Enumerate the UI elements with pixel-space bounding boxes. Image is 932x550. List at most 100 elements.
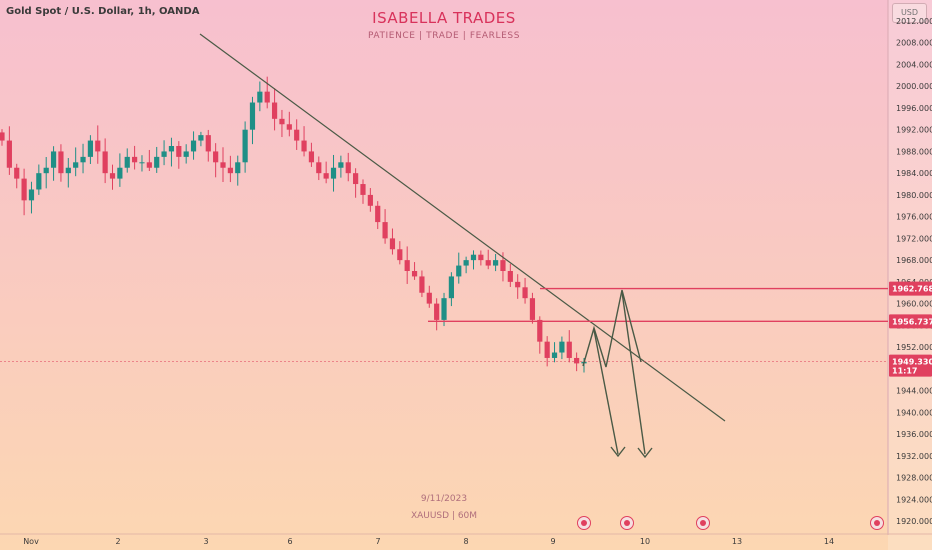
candle-body [249,102,256,130]
candle-body [301,140,307,152]
arrowhead-2 [637,447,653,459]
y-tick-label: 2012.000 [896,17,932,26]
candle-body [205,135,211,152]
y-tick-label: 1960.000 [896,300,932,309]
candle-body [308,151,315,163]
candle-body [537,319,543,342]
candle-body [463,260,469,266]
candle-body [50,151,57,168]
y-tick-label: 1972.000 [896,234,932,243]
x-tick-label: 10 [640,537,650,546]
candle-body [21,178,27,201]
candle-body [213,151,219,163]
candle-body [176,146,182,157]
candle-body [360,184,366,195]
candle-body [419,276,425,293]
candle-body [80,156,86,163]
x-tick-label: 6 [287,537,292,546]
brand-title: ISABELLA TRADES [372,9,516,27]
x-tick-label: 7 [375,537,380,546]
candle-body [353,173,359,185]
x-tick-label: 3 [203,537,208,546]
symbol-title: Gold Spot / U.S. Dollar, 1h, OANDA [6,6,200,17]
candle-body [492,260,499,266]
projection-arrow-2 [621,291,646,455]
candle-body [574,357,580,364]
candle-body [220,162,226,168]
brand-subtitle: PATIENCE | TRADE | FEARLESS [367,31,521,41]
candle-body [375,205,381,223]
x-tick-label: 14 [824,537,834,546]
candle-body [242,129,248,163]
candle-body [345,162,351,174]
x-tick-label: Nov [23,537,39,546]
candle-body [515,281,521,288]
candle-body [14,167,20,179]
candle-body [411,271,418,277]
candle-body [544,341,550,358]
x-tick-label: 8 [463,537,468,546]
y-tick-label: 1952.000 [896,343,932,352]
y-tick-label: 1984.000 [896,169,932,178]
candle-body [264,91,270,103]
flag-icon-dot [700,520,706,526]
candle-body [124,156,130,168]
y-tick-label: 1980.000 [896,191,932,200]
candle-body [109,173,116,179]
currency-button[interactable]: USD [892,3,927,23]
trendline [199,33,726,422]
y-tick-label: 1996.000 [896,104,932,113]
candle-body [397,249,403,261]
current-price-label: 1949.330 [892,358,932,367]
candle-body [434,303,440,320]
candle-body [426,292,432,304]
candle-body [382,222,388,239]
price-level-badge [889,314,932,329]
y-tick-label: 1920.000 [896,517,932,526]
candle-body [338,162,344,168]
watermark-symbol: XAUUSD | 60M [410,511,478,521]
candle-body [183,151,189,157]
candle-body [404,260,410,271]
candle-body [323,173,329,179]
y-tick-label: 2004.000 [896,60,932,69]
candle-body [279,118,285,125]
y-tick-label: 1932.000 [896,452,932,461]
candle-body [227,167,233,174]
candle-body [190,140,197,152]
candle-body [0,132,5,141]
watermark-date: 9/11/2023 [420,494,468,504]
candle-body [154,156,160,168]
candle-body [43,167,49,174]
candle-body [28,189,35,201]
candle-body [73,162,79,168]
y-tick-label: 1976.000 [896,213,932,222]
candle-body [6,140,12,168]
flag-icon-dot [624,520,630,526]
candle-body [448,276,454,299]
price-level-badge [889,281,932,296]
candle-body [470,254,477,261]
candle-body [522,287,528,299]
candle-body [529,298,536,320]
y-tick-label: 2008.000 [896,39,932,48]
candle-body [456,265,462,277]
candle-body [485,260,491,266]
candle-body [286,124,292,130]
candle-body [95,140,101,152]
price-axis-bg [888,0,932,550]
lightning-icon-dot [581,520,587,526]
projection-path [582,289,642,368]
candle-body [330,167,337,179]
y-tick-label: 1928.000 [896,474,932,483]
candle-body [271,102,278,119]
candle-body [87,140,94,157]
x-tick-label: 13 [732,537,742,546]
price-level-label: 1962.768 [892,285,932,294]
y-tick-label: 1992.000 [896,126,932,135]
candle-body [441,298,447,320]
current-price-badge [889,354,932,377]
price-level-label: 1956.737 [892,317,932,326]
